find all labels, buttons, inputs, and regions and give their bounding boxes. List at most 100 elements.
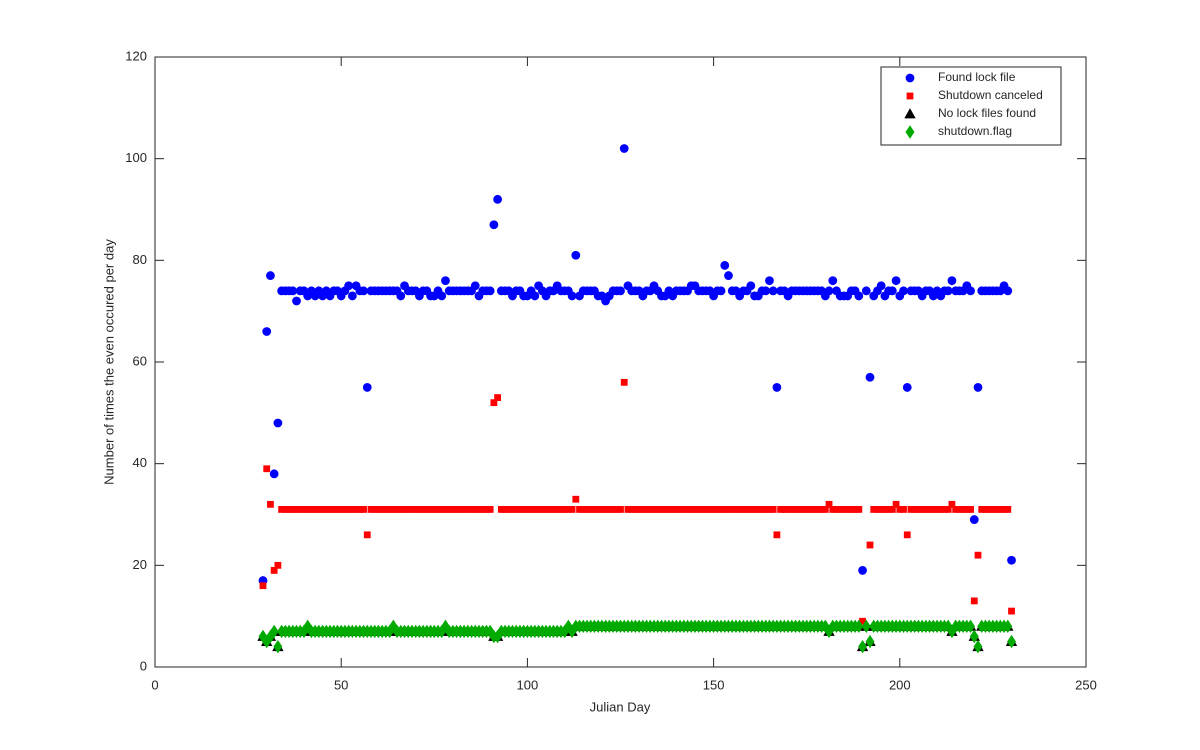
point [493, 194, 503, 204]
point [494, 394, 502, 401]
point [854, 619, 864, 634]
point [489, 220, 499, 230]
point [270, 567, 278, 574]
point [363, 531, 371, 539]
point [947, 276, 957, 286]
point [966, 286, 975, 296]
point [866, 541, 874, 549]
point [267, 500, 274, 508]
point [263, 465, 271, 473]
legend-marker [906, 92, 914, 100]
point [486, 506, 494, 513]
point [969, 515, 979, 524]
point [970, 597, 978, 605]
x-tick-label: 50 [334, 677, 348, 692]
point [858, 566, 867, 575]
series [258, 619, 1017, 654]
point [1008, 607, 1015, 615]
point [344, 281, 354, 291]
legend-label: Found lock file [938, 70, 1016, 84]
point [619, 144, 629, 153]
point [892, 500, 900, 508]
point [944, 506, 952, 513]
point [902, 383, 912, 392]
y-tick-label: 40 [133, 455, 147, 470]
point [360, 506, 367, 513]
point [273, 418, 283, 428]
legend-label: shutdown.flag [938, 124, 1012, 138]
point [617, 506, 624, 513]
point [470, 281, 480, 291]
y-tick-label: 100 [125, 150, 147, 165]
point [899, 286, 908, 296]
y-tick-label: 80 [133, 252, 147, 267]
point [1007, 555, 1016, 565]
point [746, 281, 756, 291]
point [292, 296, 301, 306]
point [769, 506, 777, 513]
point [772, 383, 782, 392]
point [274, 561, 282, 569]
plot-area [155, 57, 1086, 667]
y-tick-label: 20 [133, 557, 147, 572]
point [396, 291, 406, 301]
x-tick-label: 0 [151, 677, 158, 692]
y-tick-label: 0 [140, 658, 147, 673]
point [259, 582, 267, 590]
legend-marker [905, 73, 915, 83]
point [1004, 506, 1012, 513]
point [273, 639, 283, 654]
x-tick-label: 150 [703, 677, 725, 692]
point [362, 383, 372, 392]
series [259, 378, 1015, 625]
point [973, 383, 983, 392]
point [967, 506, 974, 513]
point [966, 619, 976, 634]
point [969, 629, 979, 644]
point [865, 372, 875, 382]
x-tick-label: 200 [889, 677, 911, 692]
x-axis-label: Julian Day [590, 699, 651, 714]
point [1007, 634, 1017, 649]
point [490, 399, 498, 407]
point [716, 286, 726, 296]
x-tick-label: 100 [517, 677, 539, 692]
point [567, 291, 577, 301]
point [828, 276, 838, 286]
y-axis-label: Number of times the even occured per day [101, 239, 116, 485]
legend: Found lock file Shutdown canceled No lock … [880, 66, 1062, 146]
point [269, 624, 279, 639]
x-tick-label: 250 [1075, 677, 1097, 692]
point [572, 495, 580, 503]
legend-marker [904, 108, 916, 119]
point [437, 291, 447, 301]
point [858, 639, 868, 654]
point [765, 276, 774, 286]
point [266, 271, 275, 280]
point [359, 286, 368, 296]
point [761, 286, 771, 296]
y-tick-label: 120 [125, 48, 147, 63]
axes-box [154, 56, 1087, 668]
point [1003, 619, 1013, 634]
point [485, 286, 495, 296]
point [269, 469, 279, 479]
point [724, 271, 733, 280]
series [258, 144, 1016, 585]
legend-marker [905, 125, 915, 139]
point [891, 276, 901, 286]
point [288, 286, 298, 296]
point [887, 286, 897, 296]
point [616, 286, 625, 296]
legend-label: Shutdown canceled [938, 88, 1043, 102]
point [876, 281, 886, 291]
point [861, 286, 871, 296]
y-tick-label: 60 [133, 353, 147, 368]
point [568, 506, 576, 513]
point [900, 506, 907, 513]
point [347, 291, 357, 301]
point [720, 261, 730, 270]
point [821, 506, 829, 513]
point [571, 250, 581, 260]
